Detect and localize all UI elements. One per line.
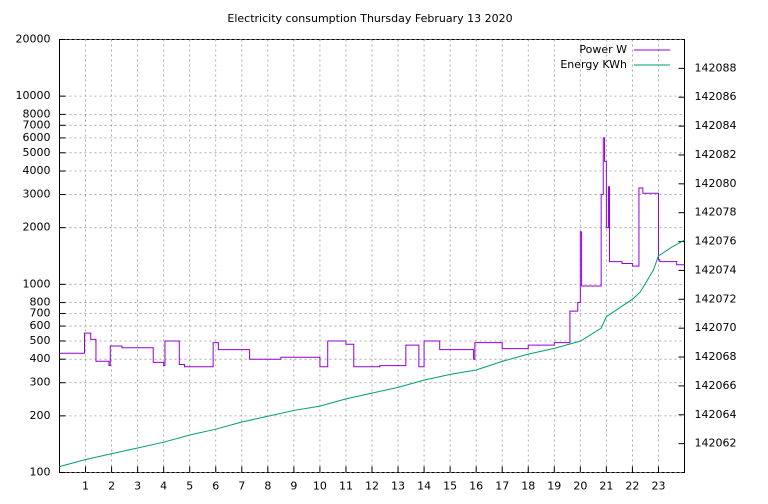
- y-tick-label: 200: [30, 409, 51, 422]
- x-tick-label: 23: [651, 480, 665, 493]
- x-tick-label: 12: [365, 480, 379, 493]
- x-tick-label: 10: [313, 480, 327, 493]
- legend-label: Power W: [579, 43, 627, 56]
- x-tick-label: 14: [417, 480, 431, 493]
- y2-tick-label: 142066: [695, 379, 737, 392]
- x-tick-label: 3: [134, 480, 141, 493]
- y-tick-label: 800: [30, 296, 51, 309]
- y2-tick-label: 142072: [695, 292, 737, 305]
- line-series: [59, 239, 685, 468]
- x-tick-label: 17: [495, 480, 509, 493]
- y2-tick-label: 142080: [695, 177, 737, 190]
- y-tick-label: 10000: [16, 89, 51, 102]
- y-tick-label: 300: [30, 376, 51, 389]
- y-tick-label: 3000: [23, 188, 51, 201]
- x-tick-label: 1: [82, 480, 89, 493]
- y2-tick-label: 142064: [695, 408, 737, 421]
- x-tick-label: 5: [186, 480, 193, 493]
- y-tick-label: 600: [30, 319, 51, 332]
- x-tick-label: 21: [599, 480, 613, 493]
- x-tick-label: 9: [290, 480, 297, 493]
- y2-tick-label: 142068: [695, 350, 737, 363]
- y-tick-label: 700: [30, 306, 51, 319]
- line-series: [59, 137, 685, 368]
- y-tick-label: 100: [30, 466, 51, 479]
- y2-tick-label: 142088: [695, 61, 737, 74]
- x-tick-label: 8: [264, 480, 271, 493]
- x-tick-label: 22: [625, 480, 639, 493]
- y2-tick-label: 142070: [695, 321, 737, 334]
- y2-tick-label: 142062: [695, 437, 737, 450]
- x-tick-label: 4: [160, 480, 167, 493]
- x-tick-label: 20: [573, 480, 587, 493]
- y-tick-label: 2000: [23, 221, 51, 234]
- y-tick-label: 400: [30, 352, 51, 365]
- x-tick-label: 6: [212, 480, 219, 493]
- y-tick-label: 6000: [23, 131, 51, 144]
- x-tick-label: 16: [469, 480, 483, 493]
- y-tick-label: 7000: [23, 118, 51, 131]
- x-tick-label: 2: [108, 480, 115, 493]
- y-tick-label: 500: [30, 334, 51, 347]
- x-tick-label: 15: [443, 480, 457, 493]
- x-tick-label: 18: [521, 480, 535, 493]
- y-tick-label: 5000: [23, 146, 51, 159]
- y-tick-label: 20000: [16, 33, 51, 46]
- chart-title: Electricity consumption Thursday Februar…: [227, 12, 512, 25]
- y-tick-label: 1000: [23, 277, 51, 290]
- x-tick-label: 11: [339, 480, 353, 493]
- y2-tick-label: 142084: [695, 119, 737, 132]
- y2-tick-label: 142082: [695, 148, 737, 161]
- legend-label: Energy KWh: [560, 58, 627, 71]
- y2-tick-label: 142078: [695, 206, 737, 219]
- y2-tick-label: 142076: [695, 235, 737, 248]
- y2-tick-label: 142074: [695, 263, 737, 276]
- y-tick-label: 8000: [23, 107, 51, 120]
- x-tick-label: 19: [547, 480, 561, 493]
- x-tick-label: 7: [238, 480, 245, 493]
- y-tick-label: 4000: [23, 164, 51, 177]
- x-tick-label: 13: [391, 480, 405, 493]
- y2-tick-label: 142086: [695, 90, 737, 103]
